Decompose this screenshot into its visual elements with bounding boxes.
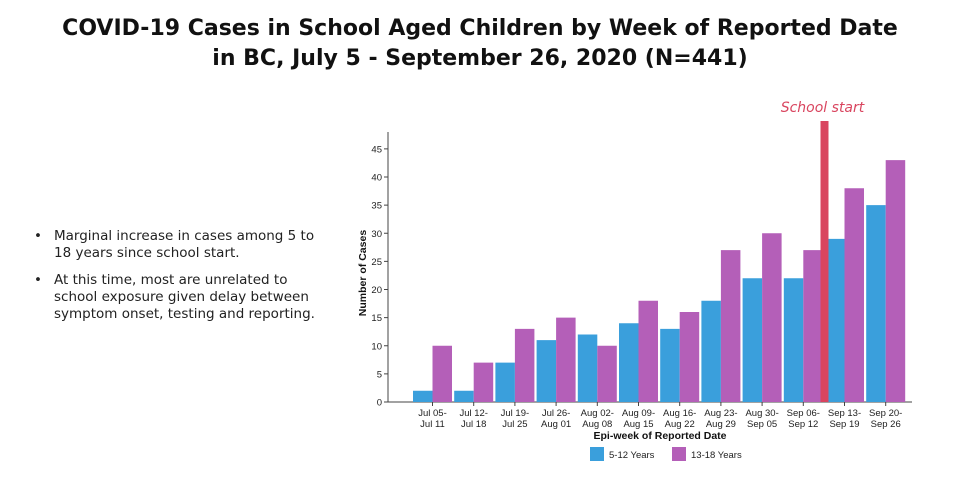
x-tick-label: Jul 12-: [459, 408, 488, 419]
bar-age-5-12: [660, 328, 680, 402]
bar-age-13-18: [473, 362, 494, 402]
bar-age-13-18: [679, 312, 700, 402]
x-tick-label: Jul 05-: [418, 408, 447, 419]
x-tick-label: Aug 22: [665, 419, 695, 430]
title-line-2: in BC, July 5 - September 26, 2020 (N=44…: [212, 46, 748, 71]
x-tick-label: Sep 12: [788, 419, 818, 430]
y-axis-label: Number of Cases: [357, 230, 369, 317]
x-tick-label: Jul 11: [420, 419, 445, 430]
y-tick-label: 30: [371, 229, 382, 240]
bar-age-13-18: [803, 250, 823, 402]
x-tick-label: Sep 19: [829, 419, 859, 430]
bar-age-13-18: [597, 345, 617, 402]
y-tick-label: 5: [377, 369, 382, 380]
y-tick-label: 35: [371, 201, 382, 212]
bullet-item: Marginal increase in cases among 5 to 18…: [30, 228, 330, 262]
bar-age-13-18: [432, 345, 452, 402]
x-tick-label: Sep 05: [747, 419, 777, 430]
bar-age-13-18: [514, 328, 535, 402]
x-tick-label: Aug 09-: [622, 408, 655, 419]
y-tick-label: 10: [371, 341, 382, 352]
x-tick-label: Aug 01: [541, 419, 571, 430]
y-tick-label: 0: [377, 398, 382, 409]
x-tick-label: Sep 26: [871, 419, 901, 430]
y-tick-label: 45: [371, 144, 382, 155]
x-tick-label: Sep 06-: [787, 408, 820, 419]
x-tick-label: Jul 25: [502, 419, 527, 430]
bar-age-5-12: [413, 390, 433, 402]
bar-age-13-18: [885, 160, 906, 402]
bar-age-13-18: [720, 250, 741, 402]
x-tick-label: Aug 08: [582, 419, 612, 430]
y-tick-label: 25: [371, 257, 382, 268]
school-start-label: School start: [781, 100, 865, 116]
bar-age-5-12: [783, 278, 804, 402]
x-tick-label: Sep 13-: [828, 408, 861, 419]
bar-age-13-18: [762, 233, 782, 402]
x-tick-label: Aug 23-: [704, 408, 737, 419]
y-tick-label: 20: [371, 285, 382, 296]
legend-label: 5-12 Years: [609, 450, 655, 461]
bar-age-13-18: [556, 317, 576, 402]
x-tick-label: Jul 18: [461, 419, 486, 430]
title-line-1: COVID-19 Cases in School Aged Children b…: [62, 16, 898, 41]
bar-age-5-12: [495, 362, 515, 402]
bar-age-5-12: [577, 334, 598, 402]
x-tick-label: Sep 20-: [869, 408, 902, 419]
bar-age-13-18: [638, 300, 658, 402]
x-axis-label: Epi-week of Reported Date: [593, 430, 726, 442]
x-tick-label: Aug 02-: [581, 408, 614, 419]
x-tick-label: Jul 26-: [542, 408, 571, 419]
x-tick-label: Aug 29: [706, 419, 736, 430]
legend-swatch: [672, 447, 686, 461]
y-tick-label: 40: [371, 173, 382, 184]
x-tick-label: Aug 30-: [745, 408, 778, 419]
page-title: COVID-19 Cases in School Aged Children b…: [0, 14, 960, 74]
bullet-list: Marginal increase in cases among 5 to 18…: [30, 228, 330, 333]
bar-age-5-12: [454, 390, 474, 402]
bar-age-5-12: [742, 278, 763, 402]
y-tick-label: 15: [371, 313, 382, 324]
bullet-item: At this time, most are unrelated to scho…: [30, 272, 330, 323]
legend-label: 13-18 Years: [691, 450, 742, 461]
x-tick-label: Jul 19-: [501, 408, 530, 419]
bar-age-13-18: [844, 188, 864, 402]
x-tick-label: Aug 15: [623, 419, 653, 430]
bar-age-5-12: [866, 205, 886, 402]
bar-age-5-12: [825, 238, 845, 402]
x-tick-label: Aug 16-: [663, 408, 696, 419]
bar-age-5-12: [701, 300, 721, 402]
bar-age-5-12: [536, 340, 557, 402]
legend-swatch: [590, 447, 604, 461]
bar-age-5-12: [619, 323, 639, 402]
